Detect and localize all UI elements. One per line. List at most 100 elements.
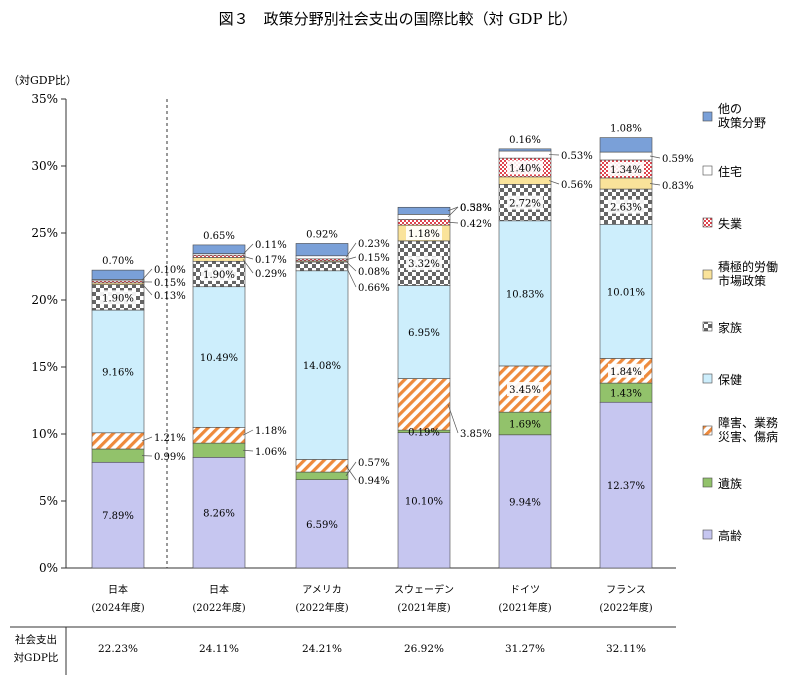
label-box <box>406 226 442 240</box>
bar-segment-1 <box>498 434 552 569</box>
bar-segment-4 <box>91 309 145 434</box>
label-leader-line <box>447 206 459 212</box>
label-box <box>406 256 442 271</box>
label-leader-line <box>345 242 357 258</box>
data-label: 7.89% <box>102 511 134 522</box>
total-value: 31.27% <box>505 643 545 655</box>
data-label: 6.59% <box>306 520 338 531</box>
bar-segment-7 <box>397 219 451 226</box>
bar-segment-9 <box>192 244 246 254</box>
label-leader-line <box>141 268 153 281</box>
data-label: 0.16% <box>509 135 541 146</box>
label-leader-line <box>141 436 153 442</box>
bar-segment-5 <box>295 261 349 272</box>
legend-swatch <box>702 111 713 122</box>
data-label: 0.99% <box>154 452 186 463</box>
data-label: 10.49% <box>200 353 238 364</box>
y-tick-label: 5% <box>39 494 58 508</box>
bar-segment-4 <box>295 270 349 460</box>
y-axis-label: （対GDP比） <box>8 73 77 87</box>
y-tick-label: 10% <box>31 427 58 441</box>
data-label: 0.13% <box>154 291 186 302</box>
category-year-label: (2022年度) <box>599 601 652 614</box>
bar-segment-1 <box>599 401 653 569</box>
bar-segment-8 <box>498 150 552 159</box>
legend-label: 保健 <box>718 373 742 387</box>
legend-label: 積極的労働 <box>718 259 778 274</box>
bar-segment-9 <box>498 148 552 152</box>
data-label: 0.38% <box>460 203 492 214</box>
label-leader-line <box>345 461 357 477</box>
label-box <box>608 161 644 176</box>
data-label: 1.43% <box>610 389 642 400</box>
category-label: フランス <box>606 584 646 596</box>
legend-label: 家族 <box>718 320 742 335</box>
bar-segment-1 <box>91 461 145 569</box>
label-leader-line <box>242 449 254 452</box>
bar-segment-2 <box>91 448 145 463</box>
legend-swatch <box>702 373 713 384</box>
label-box <box>201 267 237 282</box>
bar-segment-7 <box>295 258 349 262</box>
label-leader-line <box>242 255 254 260</box>
data-label: 0.15% <box>358 253 390 264</box>
y-tick-label: 15% <box>31 360 58 374</box>
data-label: 1.08% <box>610 124 642 135</box>
legend-swatch <box>702 477 713 488</box>
data-label: 0.94% <box>358 476 390 487</box>
data-label: 10.10% <box>405 496 443 507</box>
data-label: 1.21% <box>154 433 186 444</box>
bar-segment-9 <box>295 243 349 257</box>
label-leader-line <box>548 180 560 185</box>
data-label: 0.15% <box>154 278 186 289</box>
legend-label: 遺族 <box>718 476 742 491</box>
bar-segment-3 <box>192 426 246 444</box>
category-year-label: (2021年度) <box>498 601 551 614</box>
label-leader-line <box>345 261 357 272</box>
bar-segment-3 <box>91 432 145 450</box>
data-label: 1.90% <box>102 293 134 304</box>
data-label: 0.66% <box>358 283 390 294</box>
bar-segment-3 <box>397 378 451 431</box>
legend-swatch <box>702 321 713 332</box>
label-leader-line <box>447 221 459 224</box>
data-label: 1.18% <box>255 426 287 437</box>
data-label: 0.65% <box>203 231 235 242</box>
table-row-label: 対GDP比 <box>14 651 59 664</box>
category-label: 日本 <box>209 583 229 596</box>
data-label: 2.72% <box>509 199 541 210</box>
legend-label: 災害、傷病 <box>718 429 778 444</box>
label-leader-line <box>649 183 661 186</box>
bar-segment-9 <box>599 137 653 153</box>
bar-segment-7 <box>192 254 246 258</box>
data-label: 3.32% <box>408 259 440 270</box>
data-label: 10.83% <box>506 289 544 300</box>
label-leader-line <box>345 465 357 481</box>
data-label: 14.08% <box>303 361 341 372</box>
category-year-label: (2024年度) <box>91 601 144 614</box>
label-box <box>100 290 136 305</box>
data-label: 0.23% <box>358 239 390 250</box>
label-leader-line <box>447 206 459 218</box>
category-year-label: (2022年度) <box>295 601 348 614</box>
data-label: 0.17% <box>255 255 287 266</box>
data-label: 0.83% <box>662 181 694 192</box>
label-leader-line <box>345 256 357 261</box>
legend-label: 失業 <box>718 216 742 231</box>
y-tick-label: 35% <box>31 92 58 106</box>
legend-swatch <box>702 529 713 540</box>
data-label: 0.08% <box>358 267 390 278</box>
y-tick-label: 25% <box>31 226 58 240</box>
total-value: 22.23% <box>98 643 138 655</box>
legend-swatch <box>702 165 713 176</box>
legend-label: 高齢 <box>718 528 742 543</box>
bar-segment-2 <box>192 442 246 458</box>
total-value: 24.11% <box>199 643 239 655</box>
bar-segment-3 <box>295 459 349 473</box>
bar-segment-4 <box>397 285 451 379</box>
bar-segment-6 <box>599 177 653 190</box>
bar-segment-2 <box>295 471 349 480</box>
label-leader-line <box>141 283 153 296</box>
label-leader-line <box>242 243 254 255</box>
category-label: アメリカ <box>302 584 342 596</box>
